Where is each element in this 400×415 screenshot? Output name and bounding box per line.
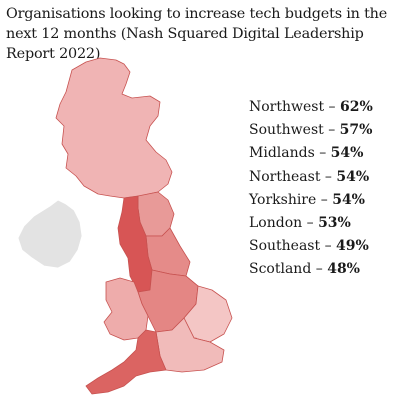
legend-separator: – [320, 238, 337, 255]
legend-region-name: Yorkshire [249, 191, 317, 208]
legend-region-name: London [249, 215, 303, 232]
legend-separator: – [314, 145, 331, 162]
legend-item-northwest: Northwest – 62% [249, 96, 373, 119]
legend-region-value: 53% [318, 215, 351, 232]
legend-region-name: Northeast [249, 168, 321, 185]
legend-region-name: Southwest [249, 122, 324, 139]
legend-region-name: Northwest [249, 99, 325, 115]
legend-region-value: 49% [336, 238, 369, 255]
legend-item-southeast: Southeast – 49% [249, 235, 373, 258]
legend-region-name: Southeast [249, 238, 321, 255]
legend-separator: – [324, 99, 340, 115]
legend-region-value: 57% [339, 122, 373, 139]
legend-separator: – [323, 122, 340, 139]
legend-region-value: 54% [332, 191, 365, 208]
legend-separator: – [311, 261, 328, 278]
legend-region-value: 54% [336, 168, 370, 185]
region-east [183, 275, 233, 343]
legend-region-name: Midlands [249, 145, 315, 162]
map-title: Organisations looking to increase tech b… [6, 6, 388, 62]
region-southwest [85, 329, 167, 395]
legend-region-value: 54% [330, 145, 364, 162]
legend-region-value: 48% [327, 261, 360, 278]
region-scotland [55, 57, 173, 199]
legend-separator: – [302, 215, 319, 232]
legend-item-london: London – 53% [249, 212, 373, 235]
legend-item-northeast: Northeast – 54% [249, 166, 373, 189]
region-ireland [17, 199, 83, 269]
legend-item-scotland: Scotland – 48% [249, 258, 373, 281]
legend-item-midlands: Midlands – 54% [249, 142, 373, 165]
legend-separator: – [320, 168, 337, 185]
region-legend: Northwest – 62% Southwest – 57% Midlands… [249, 96, 373, 282]
legend-item-southwest: Southwest – 57% [249, 119, 373, 142]
legend-region-value: 62% [340, 99, 373, 115]
legend-region-name: Scotland [249, 261, 312, 278]
legend-separator: – [316, 191, 333, 208]
legend-item-yorkshire: Yorkshire – 54% [249, 189, 373, 212]
